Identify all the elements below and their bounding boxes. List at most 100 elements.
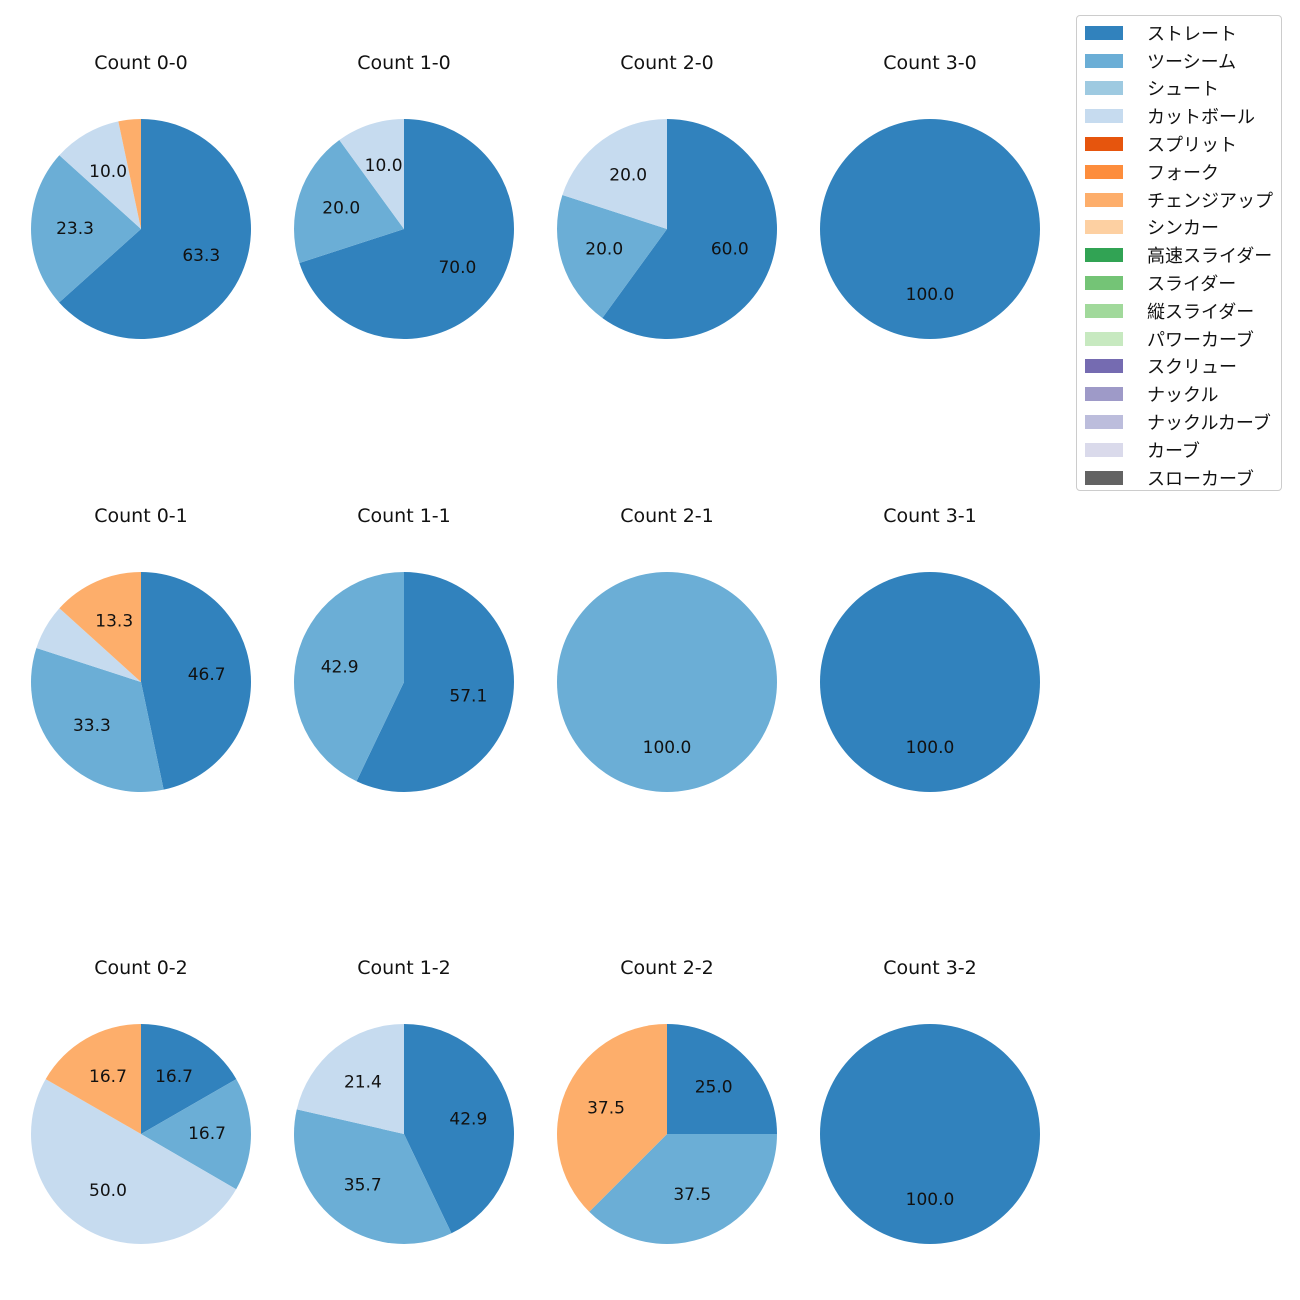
pie-data-label: 35.7 (344, 1176, 382, 1196)
pie-data-label: 37.5 (587, 1099, 625, 1119)
legend-item: ツーシーム (1077, 47, 1281, 75)
pie-slice (557, 1024, 667, 1212)
legend-label: ナックル (1147, 385, 1219, 407)
pie-slice (294, 140, 404, 263)
legend-swatch (1085, 109, 1123, 124)
pie-title: Count 0-0 (94, 52, 188, 74)
pie-slice (294, 1109, 452, 1245)
legend-item: シュート (1077, 75, 1281, 103)
legend-swatch (1085, 276, 1123, 291)
pie-slice (820, 119, 1040, 339)
pie-data-label: 10.0 (365, 156, 403, 176)
pie-slice (59, 572, 142, 682)
legend-label: パワーカーブ (1147, 329, 1254, 351)
legend-swatch (1085, 331, 1123, 346)
legend-item: カットボール (1077, 102, 1281, 130)
pie-data-label: 20.0 (322, 199, 360, 219)
pie-title: Count 0-1 (94, 505, 188, 527)
legend-label: スプリット (1147, 135, 1237, 157)
legend-label: チェンジアップ (1147, 190, 1273, 212)
legend-item: 縦スライダー (1077, 297, 1281, 325)
pie-data-label: 42.9 (321, 657, 359, 677)
pie-data-label: 70.0 (438, 258, 476, 278)
pie-panel: Count 1-2 42.9 35.7 21.4 (294, 957, 514, 1245)
pie-title: Count 2-2 (620, 957, 714, 979)
legend-swatch (1085, 164, 1123, 179)
pie-data-label: 50.0 (89, 1181, 127, 1201)
pie-slice (296, 1024, 404, 1134)
pie-title: Count 3-0 (883, 52, 977, 74)
pie-slice (602, 119, 777, 339)
pie-slice (557, 572, 777, 792)
legend-label: 高速スライダー (1147, 246, 1273, 268)
pie-title: Count 1-0 (357, 52, 451, 74)
pie-data-label: 42.9 (449, 1109, 487, 1129)
pie-slice (667, 1024, 777, 1134)
legend-label: スクリュー (1147, 357, 1237, 379)
pie-data-label: 100.0 (643, 738, 692, 758)
pie-slice (59, 121, 141, 229)
pie-title: Count 1-2 (357, 957, 451, 979)
legend-swatch (1085, 81, 1123, 96)
legend-swatch (1085, 303, 1123, 318)
pie-data-label: 57.1 (449, 687, 487, 707)
legend-label: スライダー (1147, 274, 1237, 296)
pie-slice (31, 155, 141, 303)
pie-slice (30, 648, 164, 792)
legend-swatch (1085, 442, 1123, 457)
pie-title: Count 1-1 (357, 505, 451, 527)
pie-panel: Count 3-1 100.0 (820, 505, 1040, 792)
pie-slice (31, 1079, 237, 1244)
pie-data-label: 25.0 (695, 1077, 733, 1097)
legend-swatch (1085, 415, 1123, 430)
pie-slice (141, 572, 251, 790)
pie-data-label: 37.5 (673, 1185, 711, 1205)
legend-item: スローカーブ (1077, 464, 1281, 492)
pie-data-label: 100.0 (906, 285, 955, 305)
legend-swatch (1085, 359, 1123, 374)
pie-slice (589, 1134, 777, 1244)
pie-slice (299, 119, 514, 339)
pie-data-label: 60.0 (711, 239, 749, 259)
pie-panel: Count 1-1 57.1 42.9 (294, 505, 514, 792)
pie-panel: Count 0-0 63.3 23.3 10.0 (31, 52, 252, 340)
legend-swatch (1085, 25, 1123, 40)
pie-title: Count 3-2 (883, 957, 977, 979)
legend-item: カーブ (1077, 436, 1281, 464)
pie-slice (562, 119, 667, 229)
legend-item: チェンジアップ (1077, 186, 1281, 214)
legend-item: スプリット (1077, 130, 1281, 158)
pie-panel: Count 3-0 100.0 (820, 52, 1040, 339)
legend-swatch (1085, 220, 1123, 235)
legend-item: ナックル (1077, 380, 1281, 408)
pie-data-label: 46.7 (188, 665, 226, 685)
legend-label: 縦スライダー (1147, 301, 1255, 323)
pie-panel: Count 0-2 16.7 16.7 50.0 16.7 (31, 957, 251, 1244)
pie-data-label: 63.3 (182, 246, 220, 266)
pie-title: Count 3-1 (883, 505, 977, 527)
legend-item: スライダー (1077, 269, 1281, 297)
legend-label: ツーシーム (1147, 51, 1237, 73)
pie-data-label: 10.0 (89, 162, 127, 182)
legend-item: ナックルカーブ (1077, 408, 1281, 436)
pie-data-label: 100.0 (906, 1190, 955, 1210)
pie-title: Count 2-1 (620, 505, 714, 527)
legend-swatch (1085, 470, 1123, 485)
legend-label: スローカーブ (1147, 468, 1254, 490)
pie-panel: Count 2-2 25.0 37.5 37.5 (557, 957, 777, 1244)
pie-data-label: 16.7 (89, 1067, 127, 1087)
legend-label: ストレート (1147, 23, 1237, 45)
pie-slice (557, 195, 667, 318)
pie-slice (45, 1023, 141, 1134)
pie-data-label: 21.4 (344, 1072, 382, 1092)
legend-swatch (1085, 387, 1123, 402)
legend-item: スクリュー (1077, 353, 1281, 381)
pie-data-label: 13.3 (95, 612, 133, 632)
pie-data-label: 100.0 (906, 738, 955, 758)
legend-swatch (1085, 192, 1123, 207)
legend-label: シンカー (1147, 218, 1219, 240)
legend-label: カーブ (1147, 440, 1200, 462)
legend-item: ストレート (1077, 19, 1281, 47)
legend-label: シュート (1147, 79, 1219, 101)
